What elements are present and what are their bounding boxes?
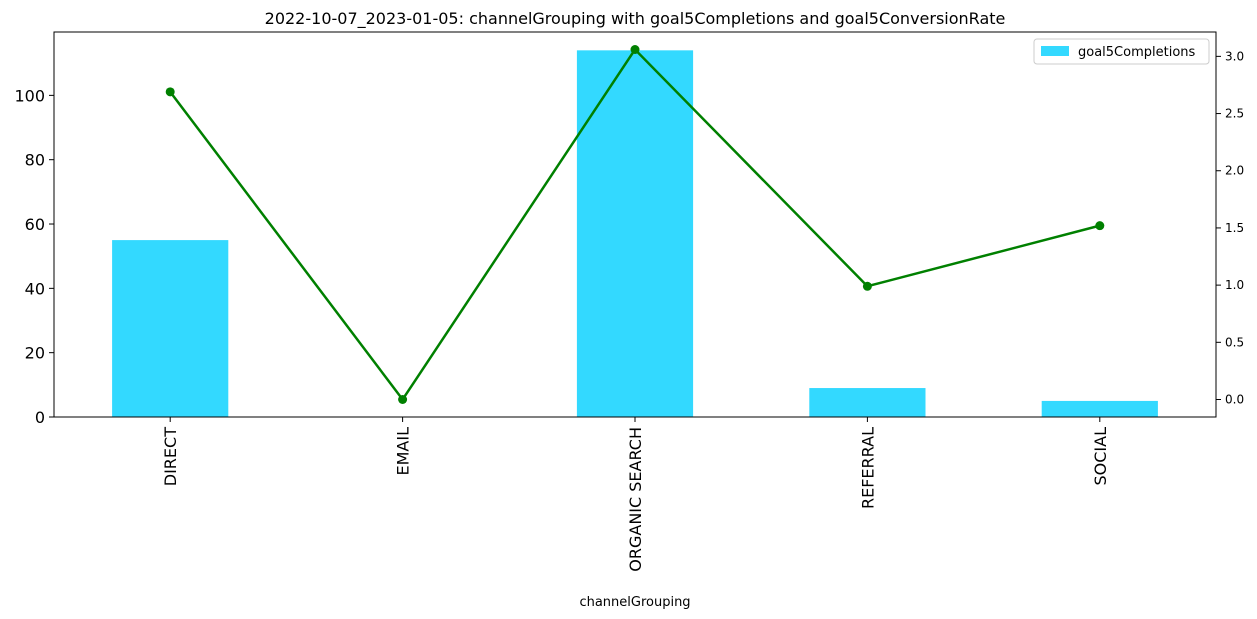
right-y-axis: 0.0 0.5 1.0 1.5 2.0 2.5 3.0 (1216, 49, 1244, 407)
left-tick-label: 0 (35, 408, 45, 427)
left-tick-label: 60 (25, 215, 45, 234)
right-tick-label: 0.0 (1225, 393, 1244, 407)
right-tick-label: 2.5 (1225, 107, 1244, 121)
bar-direct (112, 240, 229, 417)
x-axis: DIRECT EMAIL ORGANIC SEARCH REFERRAL SOCIAL (161, 417, 1110, 572)
bar-social (1041, 400, 1158, 417)
line-point-referral (862, 281, 872, 291)
bar-organic-search (576, 50, 694, 417)
line-point-email (398, 395, 408, 404)
x-tick-label: EMAIL (394, 427, 413, 476)
left-tick-label: 100 (14, 86, 45, 105)
bar-group (112, 50, 1158, 417)
line-point-organic-search (630, 45, 640, 54)
right-tick-label: 0.5 (1225, 335, 1244, 349)
legend: goal5Completions (1033, 38, 1210, 65)
right-tick-label: 2.0 (1225, 164, 1244, 178)
plot-frame (53, 31, 1217, 418)
line-point-direct (165, 87, 175, 97)
right-tick-label: 1.0 (1225, 278, 1244, 292)
right-tick-label: 1.5 (1225, 221, 1244, 235)
x-axis-label: channelGrouping (579, 595, 690, 610)
x-tick-label: SOCIAL (1091, 427, 1110, 486)
legend-label: goal5Completions (1078, 45, 1196, 60)
left-tick-label: 80 (25, 151, 45, 170)
left-tick-label: 20 (25, 344, 45, 363)
right-tick-label: 3.0 (1225, 49, 1244, 63)
chart-title: 2022-10-07_2023-01-05: channelGrouping w… (265, 9, 1006, 29)
bar-referral (809, 388, 926, 417)
line-point-social (1095, 221, 1105, 231)
legend-box (1033, 38, 1210, 65)
left-y-axis: 0 20 40 60 80 100 (14, 86, 54, 427)
x-tick-label: DIRECT (161, 427, 180, 486)
legend-swatch (1041, 46, 1069, 56)
left-tick-label: 40 (25, 279, 45, 298)
line-series-group (165, 45, 1105, 404)
x-tick-label: REFERRAL (858, 427, 877, 509)
x-tick-label: ORGANIC SEARCH (626, 427, 645, 572)
